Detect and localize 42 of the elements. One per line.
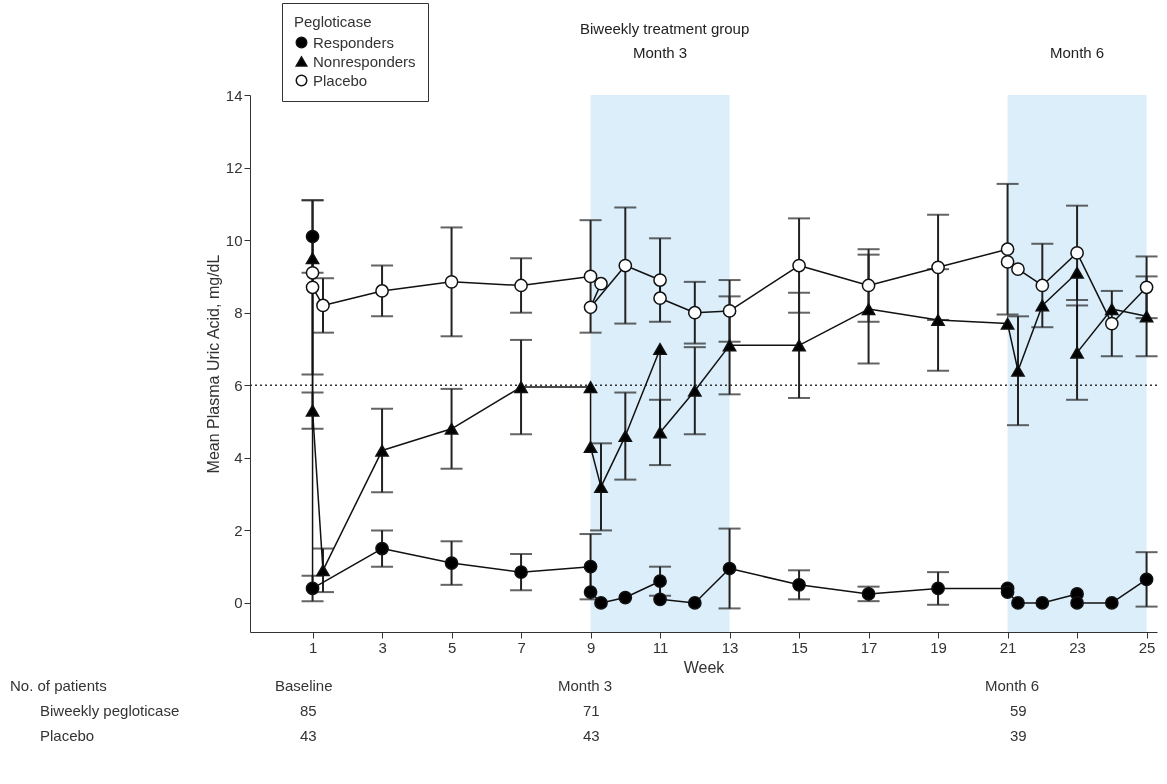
y-tick-label: 6 (234, 376, 243, 394)
chart-title: Biweekly treatment group (580, 20, 750, 37)
text: Biweekly pegloticase (40, 702, 180, 719)
x-tick-label: 13 (721, 638, 739, 656)
y-tick-label: 10 (225, 231, 243, 249)
x-tick-label: 23 (1069, 638, 1086, 656)
x-tick-label: 3 (378, 638, 387, 656)
y-tick-label: 2 (234, 521, 243, 539)
legend-label: Responders (313, 33, 394, 51)
text: 71 (583, 702, 600, 719)
y-tick-label: 4 (234, 449, 243, 467)
legend-label: Placebo (313, 71, 368, 89)
text: 59 (1010, 702, 1027, 719)
x-tick-label: 21 (999, 638, 1017, 656)
text: 43 (300, 727, 317, 744)
x-tick-label: 5 (447, 638, 457, 656)
y-tick-label: 0 (234, 594, 243, 612)
x-axis-title: Week (683, 658, 726, 676)
y-tick-label: 12 (225, 159, 243, 177)
x-tick-label: 11 (652, 638, 669, 656)
x-tick-label: 19 (930, 638, 947, 656)
text: No. of patients (10, 677, 107, 694)
x-tick-label: 7 (517, 638, 526, 656)
x-tick-label: 25 (1138, 638, 1156, 656)
x-tick-label: 15 (791, 638, 808, 656)
y-axis-title: Mean Plasma Uric Acid, mg/dL (204, 254, 222, 474)
x-tick-label: 9 (586, 638, 596, 656)
x-tick-label: 17 (860, 638, 878, 656)
band-label: Month 6 (1049, 44, 1105, 61)
text: Placebo (40, 727, 95, 744)
band-label: Month 3 (632, 44, 688, 61)
y-tick-label: 14 (225, 86, 243, 104)
text: Baseline (275, 677, 333, 694)
text: 85 (300, 702, 317, 719)
text: Month 6 (985, 677, 1040, 694)
legend-title: Pegloticase (294, 13, 372, 30)
text: 43 (583, 727, 600, 744)
legend-label: Nonresponders (313, 52, 416, 70)
text: 39 (1010, 727, 1027, 744)
x-tick-label: 1 (308, 638, 318, 656)
y-tick-label: 8 (234, 304, 243, 322)
text: Month 3 (558, 677, 613, 694)
